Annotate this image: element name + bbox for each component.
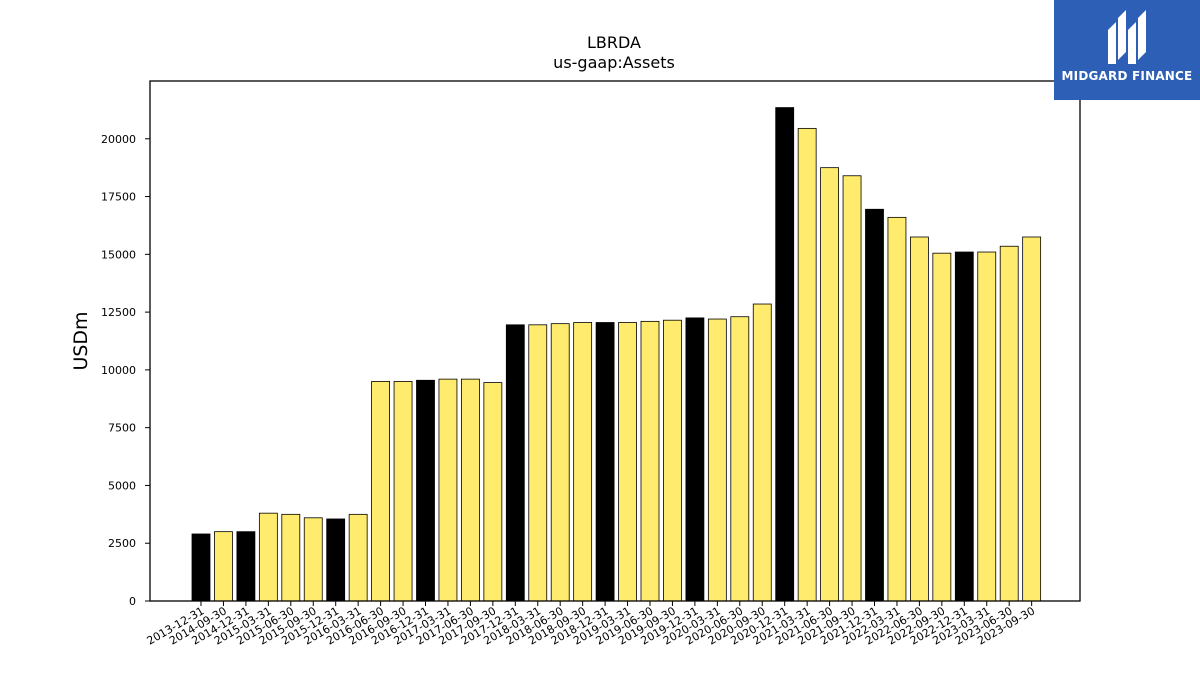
bars-group bbox=[191, 107, 1042, 602]
chart-title: LBRDA bbox=[587, 33, 641, 52]
bar-2023-03-31 bbox=[977, 251, 997, 602]
y-tick-label: 20000 bbox=[101, 133, 136, 146]
plot-frame bbox=[149, 80, 1081, 602]
y-tick-label: 17500 bbox=[101, 191, 136, 204]
bar-2015-12-31 bbox=[326, 518, 346, 602]
logo-text: MIDGARD FINANCE bbox=[1061, 69, 1193, 83]
bar-2020-06-30 bbox=[730, 316, 750, 602]
bar-2022-06-30 bbox=[910, 236, 929, 602]
bar-2017-09-30 bbox=[483, 382, 503, 602]
midgard-logo-icon bbox=[1108, 10, 1146, 64]
bar-2015-09-30 bbox=[303, 517, 323, 602]
bar-2020-12-31 bbox=[775, 107, 795, 602]
y-tick-label: 10000 bbox=[101, 364, 136, 377]
bar-2019-03-31 bbox=[618, 322, 637, 602]
bar-2016-12-31 bbox=[416, 379, 435, 602]
y-tick-label: 12500 bbox=[101, 306, 136, 319]
bar-2017-12-31 bbox=[505, 324, 525, 602]
y-tick-label: 5000 bbox=[108, 479, 136, 492]
bar-2018-09-30 bbox=[573, 322, 593, 602]
bar-2016-06-30 bbox=[371, 381, 391, 602]
bar-2019-06-30 bbox=[640, 320, 660, 602]
brand-logo: MIDGARD FINANCE bbox=[1054, 0, 1200, 100]
bar-2023-09-30 bbox=[1022, 236, 1042, 602]
bar-2022-09-30 bbox=[932, 252, 952, 602]
bar-2018-06-30 bbox=[550, 323, 570, 602]
bar-2022-03-31 bbox=[887, 216, 907, 602]
y-tick-label: 0 bbox=[129, 595, 136, 608]
y-ticks-group: 0 2500 5000 7500 10000 12500 15000 17500 20000 bbox=[101, 133, 150, 608]
bar-2013-12-31 bbox=[191, 533, 211, 602]
bar-2019-09-30 bbox=[663, 319, 682, 602]
bar-2015-03-31 bbox=[258, 512, 278, 602]
bar-2015-06-30 bbox=[281, 513, 301, 602]
y-tick-label: 2500 bbox=[108, 537, 136, 550]
bar-2021-12-31 bbox=[865, 208, 884, 602]
bar-2018-03-31 bbox=[528, 324, 548, 602]
bar-2014-09-30 bbox=[214, 531, 233, 602]
y-tick-label: 15000 bbox=[101, 248, 136, 261]
bar-2020-09-30 bbox=[752, 303, 772, 602]
bar-2017-06-30 bbox=[460, 378, 480, 602]
bar-2019-12-31 bbox=[685, 317, 705, 602]
bar-2021-03-31 bbox=[797, 127, 817, 602]
bar-2021-09-30 bbox=[842, 175, 862, 602]
y-axis-label: USDm bbox=[70, 311, 92, 370]
bar-2018-12-31 bbox=[595, 322, 615, 602]
chart-subtitle: us-gaap:Assets bbox=[553, 53, 675, 72]
bar-2016-09-30 bbox=[393, 381, 413, 602]
bar-2016-03-31 bbox=[348, 513, 368, 602]
bar-2014-12-31 bbox=[236, 531, 256, 602]
bar-2021-06-30 bbox=[820, 167, 839, 602]
y-tick-label: 7500 bbox=[108, 422, 136, 435]
bar-2023-06-30 bbox=[999, 245, 1019, 602]
bar-2022-12-31 bbox=[954, 251, 974, 602]
x-ticks-group: 2013-12-312014-09-302014-12-312015-03-31… bbox=[145, 601, 1037, 648]
bar-2020-03-31 bbox=[707, 318, 727, 602]
bar-2017-03-31 bbox=[438, 378, 458, 602]
